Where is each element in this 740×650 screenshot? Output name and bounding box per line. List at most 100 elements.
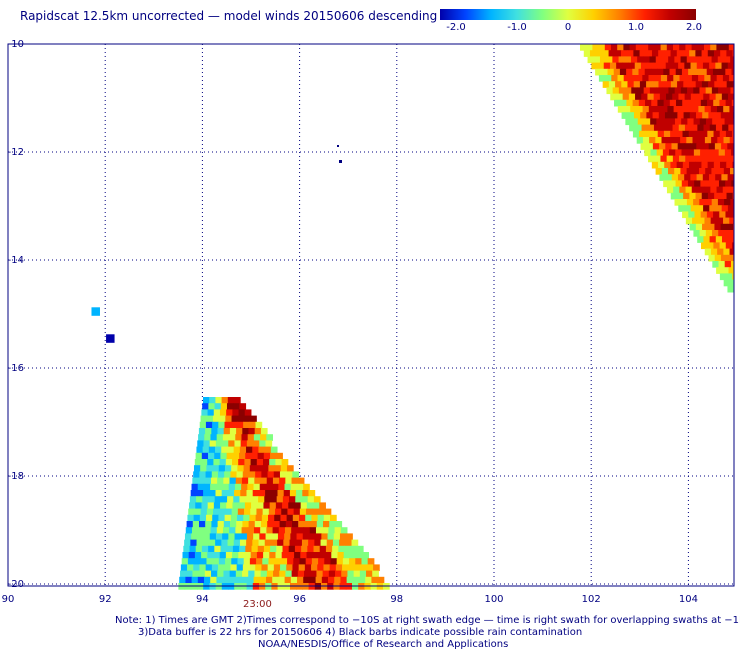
wind-cell [674, 56, 682, 64]
wind-cell [315, 576, 323, 584]
colorbar-tick-label: 0 [564, 22, 572, 33]
wind-cell [301, 496, 309, 503]
wind-cell [616, 62, 623, 70]
wind-cell [222, 434, 230, 441]
wind-cell [721, 236, 729, 243]
wind-cell [328, 527, 336, 534]
wind-cell [328, 576, 335, 584]
wind-cell [725, 180, 732, 188]
wind-cell [251, 545, 259, 553]
wind-cell [686, 106, 693, 113]
wind-cell [690, 93, 698, 101]
wind-cell [195, 545, 203, 553]
wind-cell [622, 93, 630, 101]
wind-cell [211, 521, 219, 528]
wind-cell [346, 576, 354, 584]
wind-cell [266, 570, 274, 578]
wind-cell [289, 496, 296, 503]
wind-cell [317, 514, 325, 522]
wind-cell [289, 490, 297, 497]
wind-cell [693, 149, 701, 157]
wind-cell [342, 564, 349, 572]
wind-cell [608, 50, 616, 57]
wind-cell [612, 87, 620, 95]
rain-barb-marker [339, 160, 342, 163]
wind-cell [679, 75, 687, 82]
wind-cell [717, 199, 725, 206]
y-tick-label: -16 [8, 363, 24, 374]
wind-cell [233, 446, 241, 454]
wind-cell [726, 161, 733, 169]
wind-cell [694, 180, 701, 188]
wind-cell [694, 130, 702, 138]
wind-cell [208, 446, 216, 454]
wind-cell [318, 552, 326, 559]
wind-cell [720, 81, 728, 88]
wind-cell [636, 106, 644, 113]
wind-cell [338, 545, 346, 553]
wind-cell [260, 428, 268, 435]
wind-cell [708, 254, 716, 262]
wind-cell [665, 62, 673, 70]
wind-cell [674, 118, 682, 126]
wind-cell [341, 570, 348, 578]
wind-cell [633, 81, 641, 88]
wind-cell [661, 137, 669, 144]
wind-cell [643, 87, 651, 95]
wind-cell [699, 87, 707, 95]
wind-cell [331, 552, 338, 559]
wind-cell [320, 539, 328, 547]
wind-cell [245, 545, 253, 553]
wind-cell [270, 446, 278, 454]
wind-cell [730, 261, 735, 268]
wind-cell [692, 168, 700, 175]
wind-cell [723, 168, 731, 175]
wind-cell [726, 223, 734, 231]
wind-cell [203, 440, 211, 448]
wind-cell [729, 279, 735, 287]
wind-cell [225, 552, 233, 559]
wind-cell [680, 87, 688, 95]
wind-cell [272, 483, 279, 491]
wind-cell [685, 217, 693, 225]
wind-cell [216, 527, 224, 534]
wind-cell [727, 285, 735, 293]
wind-cell [275, 508, 282, 516]
wind-cell [680, 137, 687, 144]
wind-cell [229, 521, 237, 528]
wind-cell [646, 143, 654, 150]
wind-cell [198, 428, 206, 435]
wind-cell [365, 576, 372, 584]
wind-cell [704, 137, 712, 144]
wind-cell [651, 50, 659, 57]
wind-cell [723, 248, 731, 256]
wind-cell [697, 236, 704, 243]
wind-cell [639, 50, 647, 57]
wind-cell [689, 112, 697, 119]
wind-cell [192, 521, 200, 528]
wind-cell [212, 421, 219, 429]
wind-cell [713, 211, 720, 219]
wind-cell [208, 496, 216, 503]
wind-cell [675, 68, 683, 76]
wind-cell [637, 87, 645, 95]
wind-cell [287, 508, 295, 516]
wind-cell [624, 106, 631, 113]
wind-cell [203, 397, 210, 404]
wind-cell [248, 428, 256, 435]
wind-cell [672, 155, 680, 163]
wind-cell [650, 118, 657, 126]
wind-cell [690, 174, 698, 181]
wind-cell [264, 446, 272, 454]
wind-cell [225, 459, 233, 466]
wind-cell [635, 44, 643, 51]
wind-cell [266, 434, 273, 441]
wind-cell [635, 93, 642, 101]
wind-cell [221, 397, 229, 404]
y-tick-label: -14 [8, 255, 24, 266]
wind-cell [665, 143, 672, 150]
wind-cell [688, 130, 696, 138]
wind-cell [669, 149, 676, 157]
wind-cell [235, 576, 242, 584]
